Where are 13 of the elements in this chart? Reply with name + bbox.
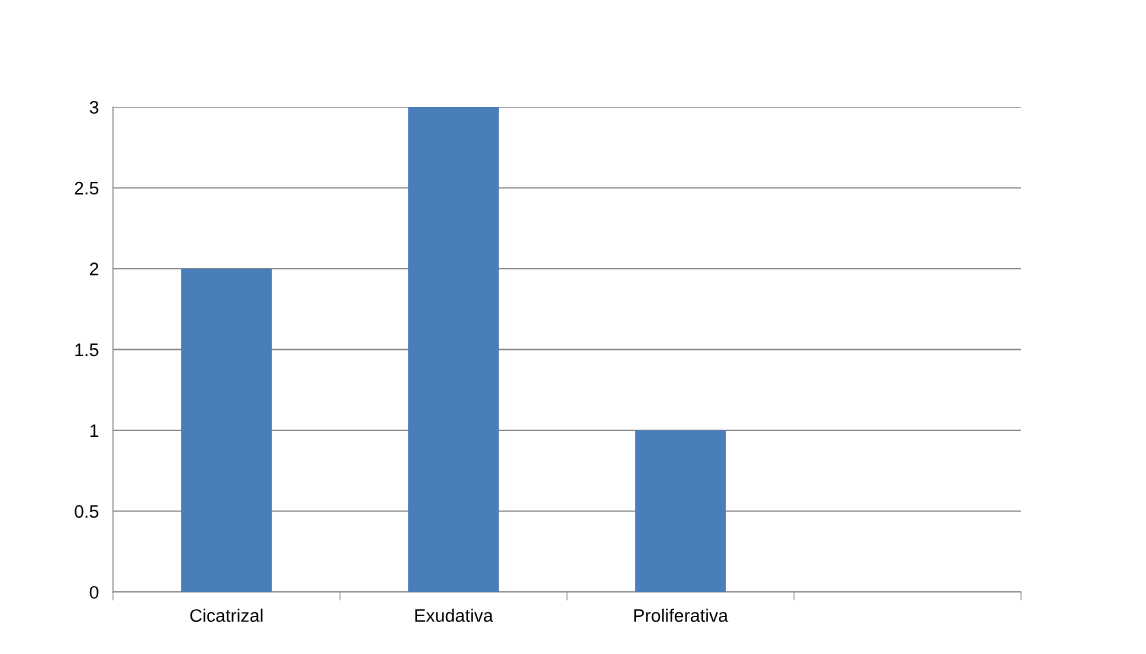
y-tick-label: 0.5: [74, 505, 99, 518]
y-tick-label: 0: [89, 585, 99, 599]
bar: [408, 107, 499, 592]
y-tick-label: 3: [89, 100, 99, 114]
bar: [181, 268, 272, 592]
x-tick-label: Cicatrizal: [190, 608, 263, 622]
x-tick-label: Exudativa: [415, 608, 494, 622]
bar: [635, 430, 726, 592]
y-tick-label: 2.5: [74, 181, 99, 195]
y-tick-label: 2: [89, 262, 99, 276]
y-tick-label: 1.5: [75, 343, 99, 357]
x-tick-label: Proliferativa: [634, 608, 729, 622]
y-tick-label: 1: [90, 424, 99, 437]
